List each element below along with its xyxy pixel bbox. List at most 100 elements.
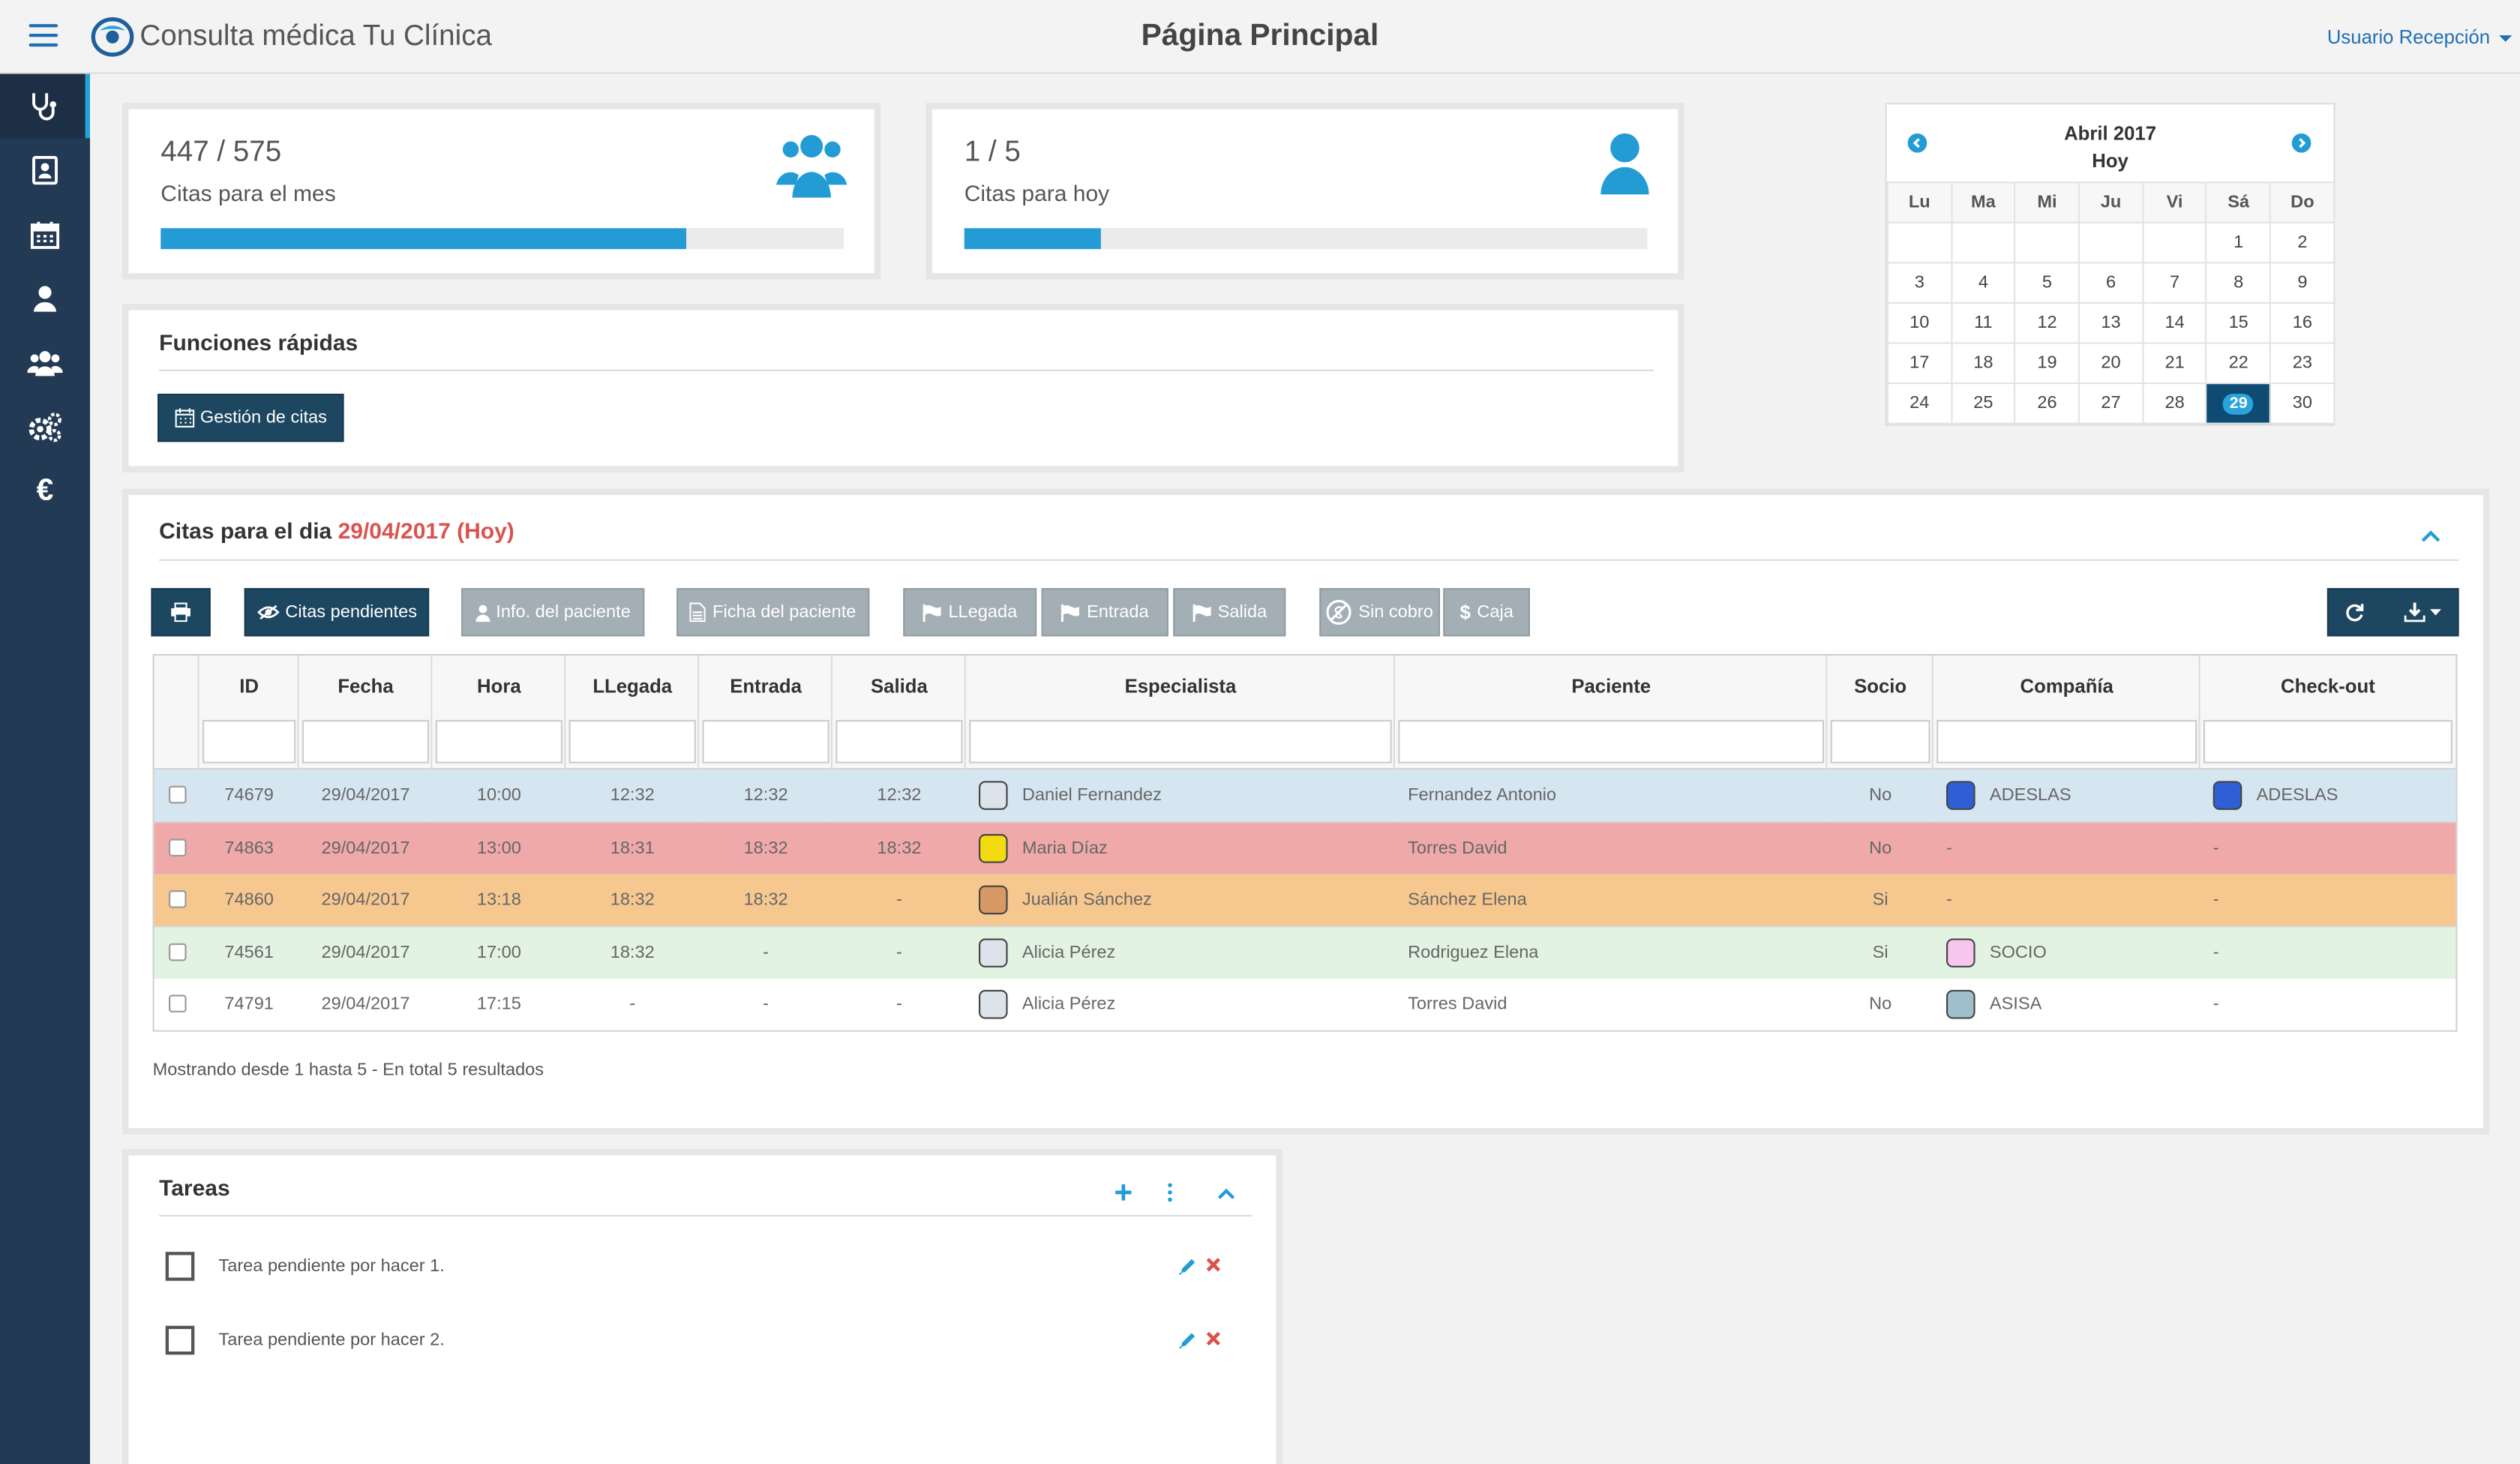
refresh-icon[interactable] bbox=[2345, 603, 2365, 622]
calendar-day-21[interactable]: 21 bbox=[2142, 342, 2208, 385]
gestion-citas-button[interactable]: Gestión de citas bbox=[158, 393, 344, 442]
column-header[interactable]: LLegada bbox=[592, 674, 673, 698]
calendar-today-link[interactable]: Hoy bbox=[2092, 149, 2128, 172]
row-checkbox[interactable] bbox=[169, 995, 187, 1013]
table-row[interactable]: 74679 29/04/2017 10:00 12:32 12:32 12:32 Danie… bbox=[154, 770, 2456, 824]
column-filter-input[interactable] bbox=[202, 719, 296, 764]
table-row[interactable]: 74791 29/04/2017 17:15 - - - Alicia Pérez Torre… bbox=[154, 979, 2456, 1033]
row-checkbox[interactable] bbox=[169, 890, 187, 909]
column-header[interactable]: Fecha bbox=[338, 674, 394, 698]
calendar-day-22[interactable]: 22 bbox=[2206, 342, 2272, 385]
calendar-day-25[interactable]: 25 bbox=[1950, 382, 2017, 424]
calendar-day-29[interactable]: 29 bbox=[2206, 382, 2272, 424]
calendar-day-16[interactable]: 16 bbox=[2270, 302, 2336, 344]
calendar-day-10[interactable]: 10 bbox=[1886, 302, 1952, 344]
calendar-day-4[interactable]: 4 bbox=[1950, 262, 2017, 304]
calendar-day-18[interactable]: 18 bbox=[1950, 342, 2017, 385]
chevron-right-circle-icon[interactable] bbox=[2291, 133, 2312, 153]
sidebar-item-contacts[interactable] bbox=[0, 138, 90, 202]
calendar-day-8[interactable]: 8 bbox=[2206, 262, 2272, 304]
print-button[interactable] bbox=[151, 588, 211, 637]
citas-pendientes-button[interactable]: Citas pendientes bbox=[244, 588, 430, 637]
column-filter-input[interactable] bbox=[1398, 719, 1825, 764]
more-vertical-icon[interactable] bbox=[1167, 1183, 1174, 1202]
cell-hora: 17:00 bbox=[476, 943, 521, 963]
calendar-day-6[interactable]: 6 bbox=[2078, 262, 2144, 304]
column-filter-input[interactable] bbox=[702, 719, 830, 764]
llegada-label: LLegada bbox=[948, 602, 1018, 622]
column-header[interactable]: ID bbox=[239, 674, 259, 698]
column-header[interactable]: Entrada bbox=[730, 674, 802, 698]
calendar-day-3[interactable]: 3 bbox=[1886, 262, 1952, 304]
column-filter-input[interactable] bbox=[1936, 719, 2198, 764]
column-header[interactable]: Check-out bbox=[2281, 674, 2375, 698]
column-header[interactable]: Socio bbox=[1854, 674, 1907, 698]
salida-button[interactable]: Salida bbox=[1173, 588, 1286, 637]
delete-icon[interactable] bbox=[1205, 1257, 1221, 1273]
calendar-day-1[interactable]: 1 bbox=[2206, 221, 2272, 264]
column-filter-input[interactable] bbox=[435, 719, 562, 764]
column-header[interactable]: Hora bbox=[477, 674, 521, 698]
calendar-day-12[interactable]: 12 bbox=[2014, 302, 2080, 344]
calendar-day-30[interactable]: 30 bbox=[2270, 382, 2336, 424]
table-row[interactable]: 74561 29/04/2017 17:00 18:32 - - Alicia Pérez R… bbox=[154, 926, 2456, 980]
add-icon[interactable] bbox=[1114, 1183, 1133, 1202]
calendar-day-23[interactable]: 23 bbox=[2270, 342, 2336, 385]
column-header[interactable]: Paciente bbox=[1571, 674, 1652, 698]
user-menu[interactable]: Usuario Recepción bbox=[2327, 26, 2513, 48]
column-header[interactable]: Salida bbox=[871, 674, 928, 698]
sidebar-item-patients[interactable] bbox=[0, 331, 90, 395]
calendar-day-5[interactable]: 5 bbox=[2014, 262, 2080, 304]
task-checkbox[interactable] bbox=[165, 1325, 195, 1355]
caja-button[interactable]: $ Caja bbox=[1443, 588, 1530, 637]
calendar-day-28[interactable]: 28 bbox=[2142, 382, 2208, 424]
calendar-day-11[interactable]: 11 bbox=[1950, 302, 2017, 344]
column-filter-input[interactable] bbox=[1830, 719, 1930, 764]
row-checkbox[interactable] bbox=[169, 785, 187, 804]
column-filter-input[interactable] bbox=[302, 719, 430, 764]
llegada-button[interactable]: LLegada bbox=[903, 588, 1037, 637]
sidebar-item-settings[interactable] bbox=[0, 395, 90, 460]
column-header[interactable]: Especialista bbox=[1124, 674, 1237, 698]
ficha-paciente-button[interactable]: Ficha del paciente bbox=[676, 588, 870, 637]
column-filter-input[interactable] bbox=[836, 719, 963, 764]
calendar-day-20[interactable]: 20 bbox=[2078, 342, 2144, 385]
calendar-day-26[interactable]: 26 bbox=[2014, 382, 2080, 424]
calendar-icon bbox=[30, 221, 60, 249]
column-filter-input[interactable] bbox=[969, 719, 1392, 764]
task-checkbox[interactable] bbox=[165, 1252, 195, 1281]
sidebar-item-medical[interactable] bbox=[0, 74, 90, 139]
calendar-day-15[interactable]: 15 bbox=[2206, 302, 2272, 344]
row-checkbox[interactable] bbox=[169, 838, 187, 856]
sidebar-item-billing[interactable]: € bbox=[0, 460, 90, 524]
table-row[interactable]: 74860 29/04/2017 13:18 18:32 18:32 - Jualián S… bbox=[154, 874, 2456, 928]
calendar-day-17[interactable]: 17 bbox=[1886, 342, 1952, 385]
pencil-icon[interactable] bbox=[1178, 1257, 1198, 1276]
pencil-icon[interactable] bbox=[1178, 1330, 1198, 1350]
calendar-day-9[interactable]: 9 bbox=[2270, 262, 2336, 304]
sin-cobro-button[interactable]: Sin cobro bbox=[1319, 588, 1440, 637]
sidebar-item-patient[interactable] bbox=[0, 267, 90, 332]
calendar-day-13[interactable]: 13 bbox=[2078, 302, 2144, 344]
column-filter-input[interactable] bbox=[2203, 719, 2452, 764]
column-filter-input[interactable] bbox=[568, 719, 696, 764]
download-dropdown[interactable] bbox=[2404, 602, 2441, 622]
top-bar: Consulta médica Tu Clínica Página Princi… bbox=[0, 0, 2520, 74]
delete-icon[interactable] bbox=[1205, 1330, 1221, 1346]
table-row[interactable]: 74863 29/04/2017 13:00 18:31 18:32 18:32 Maria… bbox=[154, 822, 2456, 875]
entrada-button[interactable]: Entrada bbox=[1041, 588, 1168, 637]
row-checkbox[interactable] bbox=[169, 943, 187, 961]
calendar-day-24[interactable]: 24 bbox=[1886, 382, 1952, 424]
chevron-up-icon[interactable] bbox=[2420, 529, 2441, 543]
calendar-day-19[interactable]: 19 bbox=[2014, 342, 2080, 385]
calendar-day-7[interactable]: 7 bbox=[2142, 262, 2208, 304]
calendar-day-27[interactable]: 27 bbox=[2078, 382, 2144, 424]
info-paciente-button[interactable]: Info. del paciente bbox=[461, 588, 645, 637]
calendar-day-14[interactable]: 14 bbox=[2142, 302, 2208, 344]
chevron-left-circle-icon[interactable] bbox=[1907, 133, 1928, 153]
sidebar-item-calendar[interactable] bbox=[0, 202, 90, 267]
calendar-day-2[interactable]: 2 bbox=[2270, 221, 2336, 264]
column-header[interactable]: Compañía bbox=[2020, 674, 2114, 698]
chevron-up-icon[interactable] bbox=[1216, 1186, 1236, 1200]
hamburger-menu-icon[interactable] bbox=[28, 24, 58, 47]
